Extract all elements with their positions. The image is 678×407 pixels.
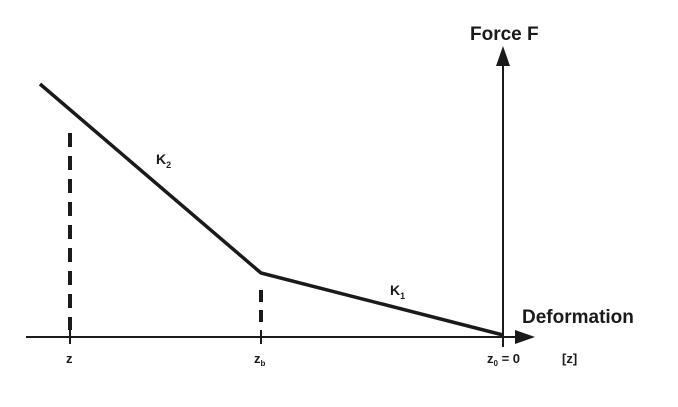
y-axis-title: Force F — [470, 24, 539, 45]
segment-label-k1-sub: 1 — [400, 291, 405, 301]
tick-label-z: z — [66, 351, 73, 366]
tick-label-z0-main: z — [487, 351, 494, 366]
y-axis-arrowhead — [496, 46, 510, 66]
tick-label-zb-main: z — [254, 351, 261, 366]
tick-label-z0: z0 = 0 — [487, 351, 520, 368]
x-axis-arrowhead — [515, 330, 535, 344]
tick-label-z0-value: = 0 — [498, 351, 520, 366]
segment-label-k1: K1 — [390, 282, 405, 301]
segment-label-k2-sub: 2 — [166, 160, 171, 170]
tick-label-z0-sub: 0 — [494, 359, 499, 368]
tick-label-zb: zb — [254, 351, 266, 368]
segment-label-k1-main: K — [390, 282, 400, 298]
force-deformation-curve — [38, 82, 504, 337]
x-axis-unit: [z] — [562, 351, 577, 366]
segment-label-k2: K2 — [156, 151, 171, 170]
tick-label-zb-sub: b — [261, 359, 266, 368]
x-axis-title: Deformation — [522, 307, 634, 328]
segment-label-k2-main: K — [156, 151, 166, 167]
